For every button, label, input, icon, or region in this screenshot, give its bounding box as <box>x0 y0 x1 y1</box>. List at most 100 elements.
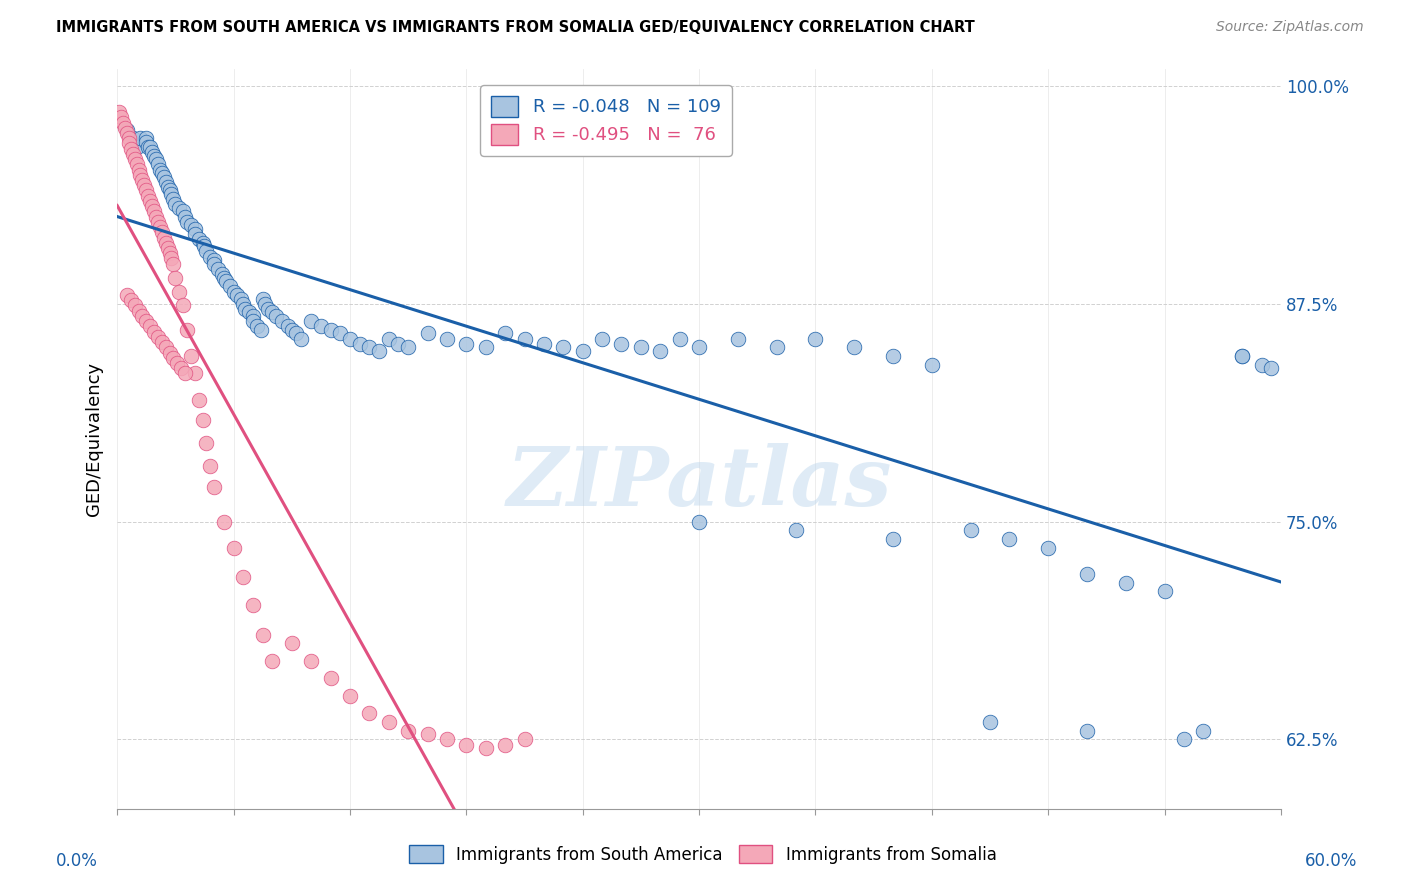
Point <box>184 367 207 381</box>
Point <box>143 204 166 219</box>
Point <box>349 336 371 351</box>
Point <box>159 184 181 198</box>
Point <box>139 194 162 208</box>
Point <box>129 131 152 145</box>
Point <box>141 145 163 160</box>
Point <box>242 598 264 612</box>
Point <box>212 515 235 529</box>
Point <box>232 570 254 584</box>
Point <box>319 671 342 685</box>
Point <box>257 301 280 316</box>
Point <box>143 325 166 339</box>
Point <box>176 323 198 337</box>
Point <box>474 340 496 354</box>
Point <box>131 173 153 187</box>
Text: Source: ZipAtlas.com: Source: ZipAtlas.com <box>1216 20 1364 34</box>
Text: 0.0%: 0.0% <box>56 852 98 870</box>
Point <box>553 340 575 354</box>
Point <box>124 298 146 312</box>
Point <box>143 148 166 162</box>
Point <box>804 332 827 346</box>
Point <box>242 314 264 328</box>
Point <box>155 340 177 354</box>
Point <box>125 157 148 171</box>
Point <box>436 732 458 747</box>
Point <box>513 732 536 747</box>
Point <box>650 343 672 358</box>
Point <box>238 305 260 319</box>
Point <box>1250 358 1272 372</box>
Point <box>1260 361 1282 376</box>
Point <box>160 186 183 201</box>
Point <box>146 215 169 229</box>
Point <box>277 319 299 334</box>
Point <box>156 241 179 255</box>
Point <box>167 201 190 215</box>
Point <box>329 326 352 341</box>
Point <box>180 349 202 363</box>
Y-axis label: GED/Equivalency: GED/Equivalency <box>86 361 103 516</box>
Point <box>149 162 172 177</box>
Text: IMMIGRANTS FROM SOUTH AMERICA VS IMMIGRANTS FROM SOMALIA GED/EQUIVALENCY CORRELA: IMMIGRANTS FROM SOUTH AMERICA VS IMMIGRA… <box>56 20 974 35</box>
Point <box>136 188 159 202</box>
Text: 60.0%: 60.0% <box>1305 852 1357 870</box>
Point <box>436 332 458 346</box>
Point <box>688 340 710 354</box>
Point <box>222 285 245 299</box>
Point <box>191 413 214 427</box>
Point <box>998 532 1021 546</box>
Point <box>165 197 187 211</box>
Point <box>309 319 332 334</box>
Point <box>162 192 184 206</box>
Point <box>156 180 179 194</box>
Text: ZIPatlas: ZIPatlas <box>506 443 891 524</box>
Point <box>200 250 222 264</box>
Point <box>135 314 157 328</box>
Point <box>688 515 710 529</box>
Point <box>416 727 439 741</box>
Point <box>1173 732 1195 747</box>
Point <box>159 246 181 260</box>
Point <box>165 270 187 285</box>
Point <box>174 210 197 224</box>
Point <box>494 326 516 341</box>
Point <box>921 358 943 372</box>
Point <box>115 126 138 140</box>
Point <box>281 636 304 650</box>
Point <box>591 332 613 346</box>
Point <box>124 152 146 166</box>
Point <box>162 257 184 271</box>
Point <box>252 292 274 306</box>
Point <box>979 714 1001 729</box>
Point <box>184 222 207 236</box>
Point <box>844 340 866 354</box>
Point <box>218 279 240 293</box>
Point <box>202 480 225 494</box>
Point <box>1076 566 1098 581</box>
Point <box>513 332 536 346</box>
Point <box>114 120 136 135</box>
Point <box>339 332 361 346</box>
Point <box>139 140 162 154</box>
Point <box>135 131 157 145</box>
Point <box>396 723 419 738</box>
Point <box>284 326 307 341</box>
Point <box>155 235 177 250</box>
Point <box>121 131 143 145</box>
Point <box>134 178 156 193</box>
Point <box>231 292 253 306</box>
Point <box>1153 584 1175 599</box>
Point <box>145 152 167 166</box>
Point <box>129 168 152 182</box>
Point <box>128 303 150 318</box>
Point <box>146 157 169 171</box>
Point <box>162 351 184 365</box>
Point <box>456 738 478 752</box>
Point <box>882 532 904 546</box>
Point <box>610 336 633 351</box>
Point <box>120 142 142 156</box>
Point <box>252 628 274 642</box>
Point <box>233 301 256 316</box>
Point <box>1038 541 1060 555</box>
Point <box>195 436 218 450</box>
